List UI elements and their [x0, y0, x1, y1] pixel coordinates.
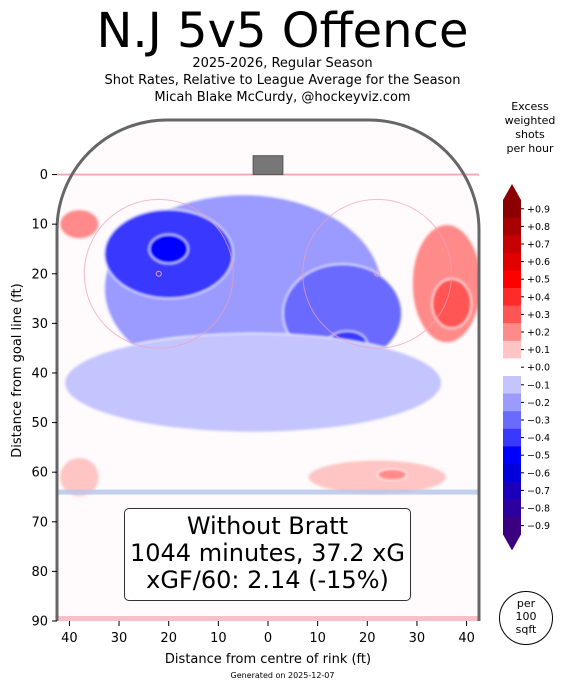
colorbar-swatch: [503, 446, 521, 465]
colorbar-label: +0.9: [527, 204, 550, 215]
colorbar: +0.9 +0.8 +0.7 +0.6 +0.5 +0.4 +0.3 +0.2 +0.1 +0.0…: [503, 184, 550, 551]
summary-box: Without Bratt 1044 minutes, 37.2 xG xGF/…: [124, 508, 411, 601]
colorbar-swatch: [503, 235, 521, 254]
colorbar-label: −0.7: [527, 486, 550, 497]
chart-subtitle-author: Micah Blake McCurdy, @hockeyviz.com: [154, 90, 411, 105]
per-100-sqft-badge: per 100 sqft: [499, 591, 553, 645]
rink-boards: [55, 118, 481, 621]
heat-region-left-core: [148, 233, 190, 265]
colorbar-swatch: [503, 376, 521, 394]
colorbar-title: Excess weighted shots per hour: [490, 100, 565, 156]
colorbar-title-line: Excess: [511, 100, 549, 113]
chart-subtitle-season: 2025-2026, Regular Season: [192, 56, 373, 71]
y-tick-label: 20: [31, 267, 48, 282]
colorbar-swatch: [503, 411, 521, 430]
blue-line: [57, 489, 479, 495]
axes: 0 10 20 30 40 50 60 70 80 90 40 30 20 10 0 10 20 30 40 Dist…: [10, 168, 475, 667]
x-tick-label: 40: [61, 631, 78, 646]
colorbar-label: −0.1: [527, 380, 550, 391]
colorbar-swatch: [503, 340, 521, 359]
summary-minutes: 1044 minutes, 37.2 xG: [130, 539, 405, 567]
colorbar-swatch: [503, 323, 521, 342]
y-tick-label: 60: [31, 466, 48, 481]
heat-region-right-blue-line-core: [376, 468, 408, 482]
colorbar-swatch: [503, 499, 521, 518]
colorbar-swatch: [503, 270, 521, 289]
chart-subtitle-metric: Shot Rates, Relative to League Average f…: [104, 73, 461, 88]
y-tick-label: 50: [31, 416, 48, 431]
colorbar-label: +0.0: [527, 363, 550, 374]
colorbar-swatch: [503, 516, 521, 535]
colorbar-swatch: [503, 217, 521, 236]
x-axis-label: Distance from centre of rink (ft): [165, 652, 371, 667]
heat-region-lower-band: [63, 332, 443, 434]
colorbar-swatch: [503, 252, 521, 271]
y-tick-label: 30: [31, 317, 48, 332]
colorbar-label: −0.2: [527, 398, 550, 409]
colorbar-top-arrow: [503, 184, 521, 200]
x-tick-label: 30: [409, 631, 426, 646]
y-tick-label: 70: [31, 515, 48, 530]
heat-region-left-top-hot: [58, 208, 100, 240]
colorbar-label: −0.3: [527, 416, 550, 427]
x-tick-label: 20: [160, 631, 177, 646]
colorbar-label: +0.8: [527, 222, 550, 233]
colorbar-label: −0.5: [527, 451, 550, 462]
colorbar-label: +0.5: [527, 275, 550, 286]
rink-markings: [55, 118, 481, 622]
x-tick-label: 30: [111, 631, 128, 646]
faceoff-circle: [83, 198, 234, 349]
colorbar-swatch: [503, 393, 521, 412]
x-tick-label: 0: [264, 631, 272, 646]
generated-date: Generated on 2025-12-07: [230, 671, 335, 680]
summary-player: Without Bratt: [186, 512, 349, 540]
colorbar-label: +0.2: [527, 328, 550, 339]
colorbar-swatch: [503, 305, 521, 324]
heat-region-right-point-core: [431, 278, 473, 329]
heatmap-contours: [58, 193, 479, 498]
x-tick-label: 10: [210, 631, 227, 646]
colorbar-label: +0.4: [527, 292, 550, 303]
heat-region-left-blue-line: [58, 456, 100, 498]
colorbar-title-line: per hour: [506, 142, 554, 155]
y-axis-label: Distance from goal line (ft): [10, 283, 25, 457]
y-tick-label: 10: [31, 218, 48, 233]
y-tick-label: 0: [40, 168, 48, 183]
colorbar-label: +0.3: [527, 310, 550, 321]
centre-line: [57, 616, 479, 622]
y-tick-label: 40: [31, 366, 48, 381]
colorbar-title-line: shots: [515, 128, 545, 141]
faceoff-dot: [374, 270, 381, 277]
y-tick-label: 80: [31, 565, 48, 580]
colorbar-swatch: [503, 358, 521, 377]
y-tick-label: 90: [31, 615, 48, 630]
colorbar-label: −0.8: [527, 504, 550, 515]
chart-title: N.J 5v5 Offence: [96, 3, 469, 59]
colorbar-label: +0.6: [527, 257, 550, 268]
faceoff-circle: [302, 198, 453, 349]
colorbar-swatch: [503, 464, 521, 482]
x-tick-label: 40: [458, 631, 475, 646]
x-tick-label: 20: [359, 631, 376, 646]
colorbar-bottom-arrow: [503, 534, 521, 551]
colorbar-swatch: [503, 200, 521, 218]
colorbar-swatch: [503, 288, 521, 306]
colorbar-label: −0.9: [527, 521, 550, 532]
x-tick-label: 10: [309, 631, 326, 646]
colorbar-label: +0.1: [527, 345, 550, 356]
heat-region-right-blue-line: [307, 459, 448, 496]
colorbar-title-line: weighted: [504, 114, 556, 127]
colorbar-swatch: [503, 481, 521, 500]
goal-net: [252, 155, 284, 176]
colorbar-swatch: [503, 428, 521, 447]
summary-xgf: xGF/60: 2.14 (-15%): [146, 566, 389, 594]
colorbar-label: −0.4: [527, 433, 550, 444]
colorbar-label: −0.6: [527, 468, 550, 479]
colorbar-label: +0.7: [527, 240, 550, 251]
faceoff-dot: [155, 270, 162, 277]
